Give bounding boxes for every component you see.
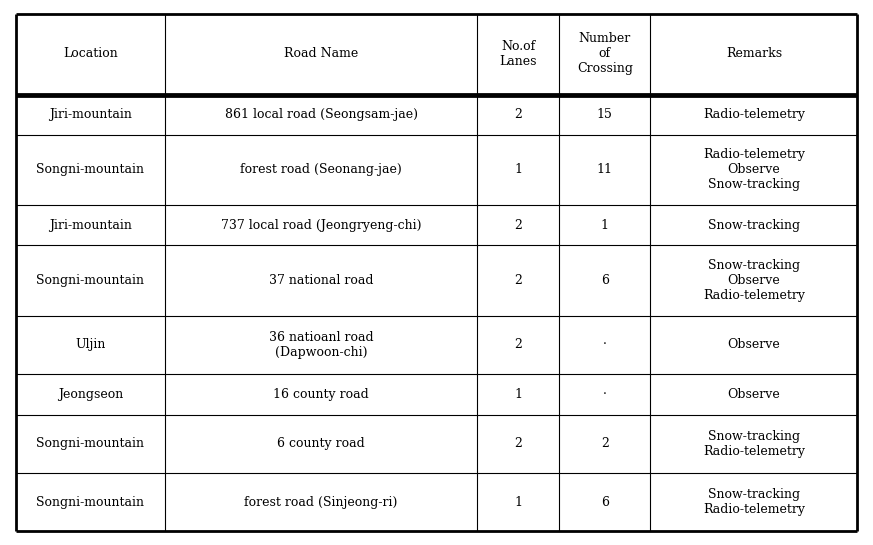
Text: 15: 15 [597,108,613,121]
Text: Road Name: Road Name [284,47,358,60]
Text: forest road (Seonang-jae): forest road (Seonang-jae) [240,163,402,176]
Text: 2: 2 [514,338,522,352]
Text: 1: 1 [514,496,522,508]
Text: 6: 6 [601,496,608,508]
Text: 6 county road: 6 county road [278,437,365,450]
Text: forest road (Sinjeong-ri): forest road (Sinjeong-ri) [244,496,398,508]
Text: Snow-tracking
Radio-telemetry: Snow-tracking Radio-telemetry [703,488,805,516]
Text: 37 national road: 37 national road [269,274,374,287]
Text: Jeongseon: Jeongseon [58,388,123,401]
Text: 2: 2 [514,219,522,232]
Text: Observe: Observe [727,338,780,352]
Text: 737 local road (Jeongryeng-chi): 737 local road (Jeongryeng-chi) [221,219,422,232]
Text: 2: 2 [514,274,522,287]
Text: Radio-telemetry: Radio-telemetry [703,108,805,121]
Text: Snow-tracking
Radio-telemetry: Snow-tracking Radio-telemetry [703,430,805,458]
Text: ·: · [603,338,607,352]
Text: 16 county road: 16 county road [273,388,369,401]
Text: 861 local road (Seongsam-jae): 861 local road (Seongsam-jae) [224,108,417,121]
Text: ·: · [603,388,607,401]
Text: Songni-mountain: Songni-mountain [37,496,144,508]
Text: 2: 2 [514,437,522,450]
Text: 1: 1 [514,163,522,176]
Text: 2: 2 [601,437,608,450]
Text: Radio-telemetry
Observe
Snow-tracking: Radio-telemetry Observe Snow-tracking [703,148,805,191]
Text: Observe: Observe [727,388,780,401]
Text: 1: 1 [601,219,608,232]
Text: Snow-tracking: Snow-tracking [708,219,800,232]
Text: Remarks: Remarks [725,47,782,60]
Text: Jiri-mountain: Jiri-mountain [49,108,132,121]
Text: Uljin: Uljin [75,338,106,352]
Text: Jiri-mountain: Jiri-mountain [49,219,132,232]
Text: Snow-tracking
Observe
Radio-telemetry: Snow-tracking Observe Radio-telemetry [703,259,805,302]
Text: 2: 2 [514,108,522,121]
Text: Location: Location [63,47,118,60]
Text: 6: 6 [601,274,608,287]
Text: No.of
Lanes: No.of Lanes [499,40,537,68]
Text: 11: 11 [597,163,613,176]
Text: Songni-mountain: Songni-mountain [37,274,144,287]
Text: 1: 1 [514,388,522,401]
Text: 36 natioanl road
(Dapwoon-chi): 36 natioanl road (Dapwoon-chi) [269,331,374,359]
Text: Number
of
Crossing: Number of Crossing [577,32,633,75]
Text: Songni-mountain: Songni-mountain [37,163,144,176]
Text: Songni-mountain: Songni-mountain [37,437,144,450]
